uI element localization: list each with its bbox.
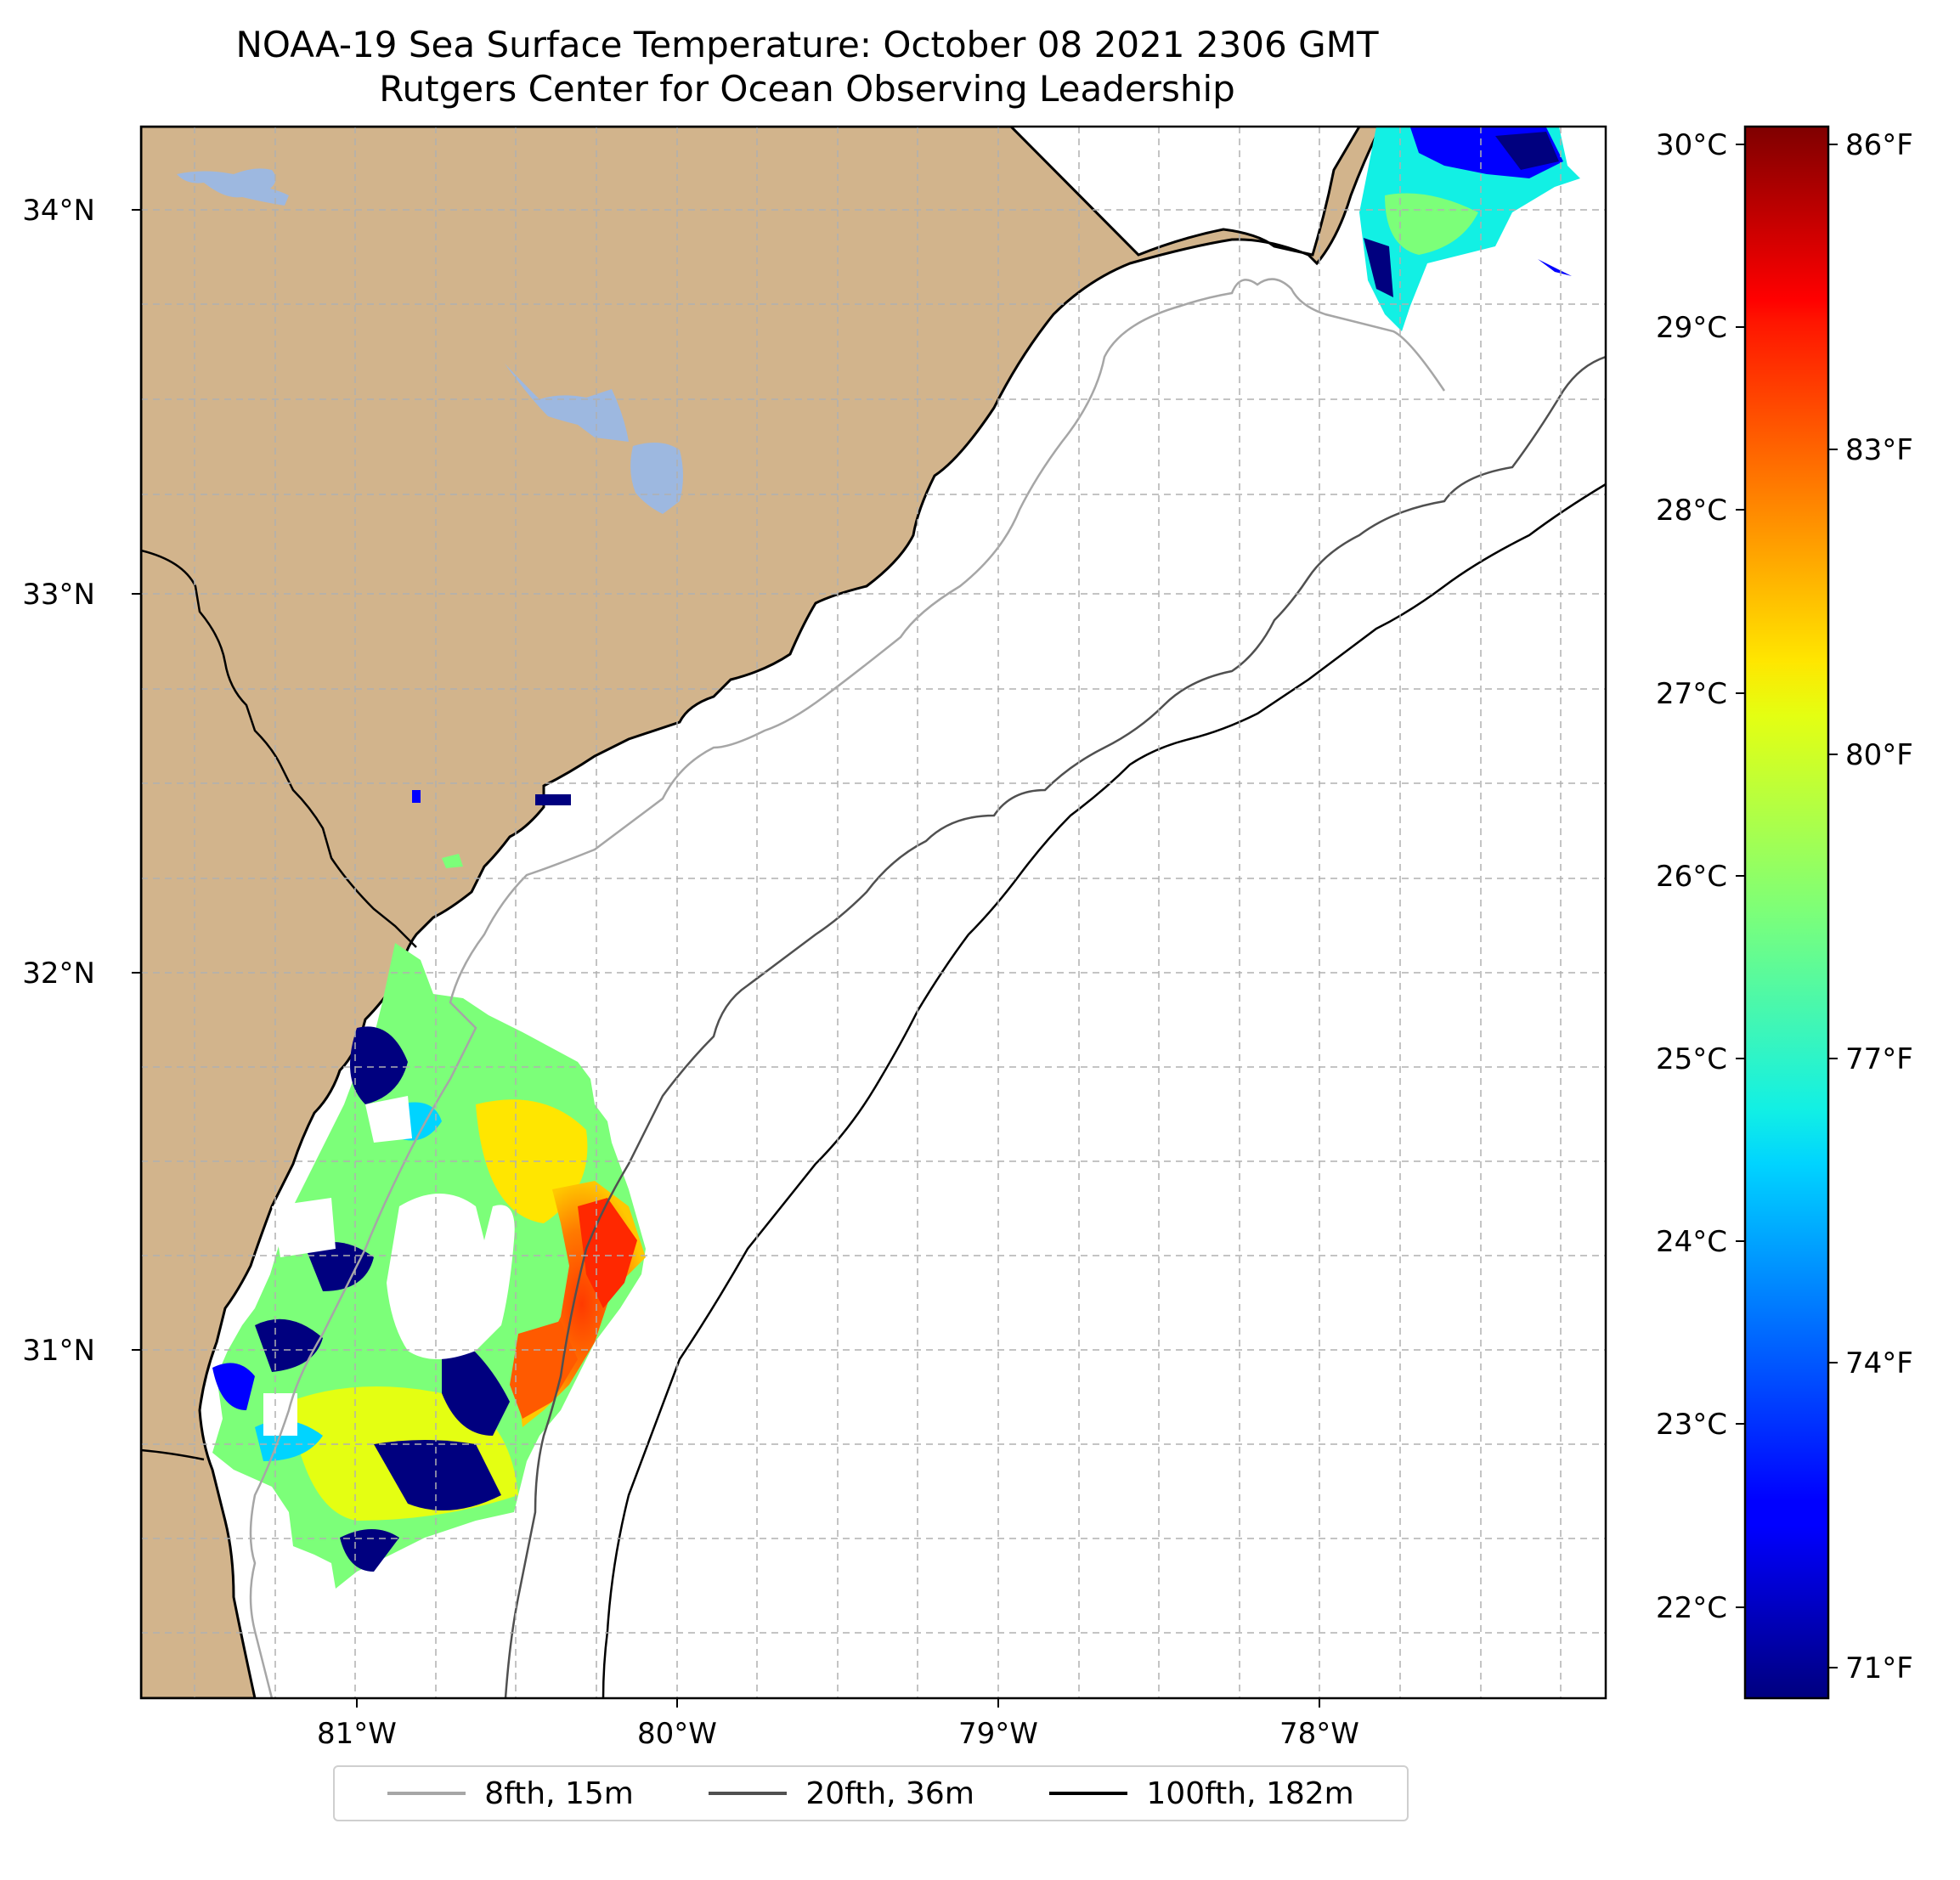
legend-label-100fth: 100fth, 182m: [1146, 1776, 1354, 1811]
map-frame: [139, 125, 1607, 1700]
lat-label-34: 34°N: [22, 194, 95, 228]
colorbar-c-30: 30°C: [1656, 128, 1727, 162]
colorbar-f-74: 74°F: [1845, 1346, 1913, 1380]
colorbar-c-25: 25°C: [1656, 1042, 1727, 1076]
lat-label-32: 32°N: [22, 957, 95, 991]
colorbar: [1743, 125, 1830, 1700]
chart-title: NOAA-19 Sea Surface Temperature: October…: [235, 24, 1379, 65]
gridlines: [141, 127, 1606, 1698]
contour-8fth: [249, 278, 1446, 1698]
legend-line-20fth: [709, 1792, 788, 1795]
colorbar-c-23: 23°C: [1656, 1408, 1727, 1442]
lon-label-78: 78°W: [1279, 1717, 1359, 1751]
fl-ga-border: [141, 1448, 205, 1461]
colorbar-c-22: 22°C: [1656, 1591, 1727, 1625]
colorbar-f-80: 80°F: [1845, 738, 1913, 772]
legend-label-8fth: 8fth, 15m: [484, 1776, 634, 1811]
lake-marion: [177, 168, 289, 206]
axis-ticks: [132, 209, 1320, 1708]
legend-item-100fth: 100fth, 182m: [1049, 1776, 1354, 1811]
legend-label-20fth: 20fth, 36m: [805, 1776, 974, 1811]
colorbar-ticks: [1736, 144, 1838, 1668]
lake-south: [630, 443, 683, 514]
nc-sc-border: [1010, 127, 1139, 256]
colorbar-c-28: 28°C: [1656, 494, 1727, 528]
colorbar-f-71: 71°F: [1845, 1651, 1913, 1685]
colorbar-c-26: 26°C: [1656, 860, 1727, 894]
lat-label-31: 31°N: [22, 1334, 95, 1368]
colorbar-f-86: 86°F: [1845, 128, 1913, 162]
state-border: [141, 549, 417, 948]
sst-coastal-bits: [412, 790, 571, 868]
legend-item-20fth: 20fth, 36m: [709, 1776, 974, 1811]
legend-item-8fth: 8fth, 15m: [387, 1776, 634, 1811]
colorbar-c-24: 24°C: [1656, 1225, 1727, 1259]
land-mass: [141, 127, 1382, 1698]
sst-patch-north: [1359, 127, 1580, 331]
chart-subtitle: Rutgers Center for Ocean Observing Leade…: [379, 68, 1235, 110]
legend-line-100fth: [1049, 1792, 1128, 1795]
colorbar-f-83: 83°F: [1845, 433, 1913, 467]
legend-line-8fth: [387, 1792, 466, 1795]
lon-label-81: 81°W: [317, 1717, 397, 1751]
colorbar-f-77: 77°F: [1845, 1042, 1913, 1076]
contour-20fth: [504, 355, 1606, 1698]
lon-label-80: 80°W: [637, 1717, 717, 1751]
lon-label-79: 79°W: [958, 1717, 1038, 1751]
lake-moultrie: [505, 364, 629, 442]
contour-legend: 8fth, 15m 20fth, 36m 100fth, 182m: [333, 1765, 1409, 1821]
contour-100fth: [602, 483, 1606, 1698]
sst-patch-south: [212, 943, 646, 1589]
lat-label-33: 33°N: [22, 578, 95, 612]
colorbar-c-27: 27°C: [1656, 677, 1727, 711]
colorbar-c-29: 29°C: [1656, 311, 1727, 345]
